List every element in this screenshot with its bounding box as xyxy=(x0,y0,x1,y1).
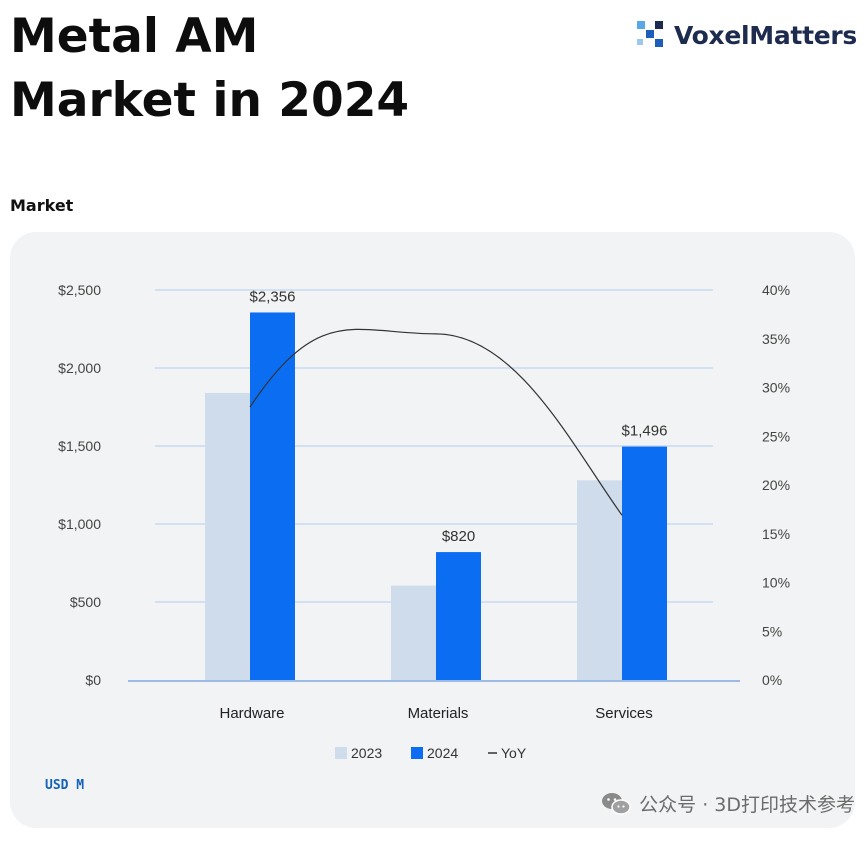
bar-2024 xyxy=(622,446,667,680)
bar-2023 xyxy=(577,480,622,680)
legend-label: YoY xyxy=(501,745,527,761)
x-tick-label: Materials xyxy=(408,705,469,722)
bar-2024 xyxy=(436,552,481,680)
data-label: $1,496 xyxy=(622,423,668,440)
chart-panel xyxy=(10,232,855,828)
x-tick-label: Services xyxy=(595,705,653,722)
legend-label: 2023 xyxy=(351,745,382,761)
unit-note: USD M xyxy=(45,778,85,793)
brand-name: VoxelMatters xyxy=(673,20,857,50)
y-tick-label: $2,500 xyxy=(58,282,101,298)
section-label: Market xyxy=(10,196,74,215)
y2-tick-label: 30% xyxy=(762,380,790,396)
x-tick-label: Hardware xyxy=(219,705,284,722)
y-tick-label: $1,000 xyxy=(58,516,101,532)
y-tick-label: $0 xyxy=(85,672,101,688)
y2-tick-label: 10% xyxy=(762,575,790,591)
page-title-line-1: Metal AM xyxy=(10,9,259,64)
data-label: $820 xyxy=(442,528,475,545)
y2-tick-label: 25% xyxy=(762,428,790,444)
y2-tick-label: 5% xyxy=(762,623,782,639)
bar-2024 xyxy=(250,312,295,680)
wechat-icon xyxy=(602,792,631,815)
y-tick-label: $500 xyxy=(70,594,101,610)
y2-tick-label: 40% xyxy=(762,282,790,298)
legend-swatch-2024 xyxy=(411,747,423,759)
data-label: $2,356 xyxy=(250,288,296,305)
y-tick-label: $2,000 xyxy=(58,360,101,376)
bar-2023 xyxy=(205,392,250,680)
y2-tick-label: 35% xyxy=(762,331,790,347)
watermark-text: 公众号 · 3D打印技术参考 xyxy=(639,794,855,816)
legend-swatch-2023 xyxy=(335,747,347,759)
page-title-line-2: Market in 2024 xyxy=(10,73,410,128)
yoy-line xyxy=(249,328,623,516)
legend-label: 2024 xyxy=(427,745,458,761)
y-tick-label: $1,500 xyxy=(58,438,101,454)
voxel-logo-icon xyxy=(636,21,663,47)
y2-tick-label: 0% xyxy=(762,672,782,688)
bar-2023 xyxy=(391,585,436,680)
y2-tick-label: 15% xyxy=(762,526,790,542)
brand-logo: VoxelMatters xyxy=(636,18,857,52)
watermark: 公众号 · 3D打印技术参考 xyxy=(601,790,855,817)
y2-tick-label: 20% xyxy=(762,477,790,493)
